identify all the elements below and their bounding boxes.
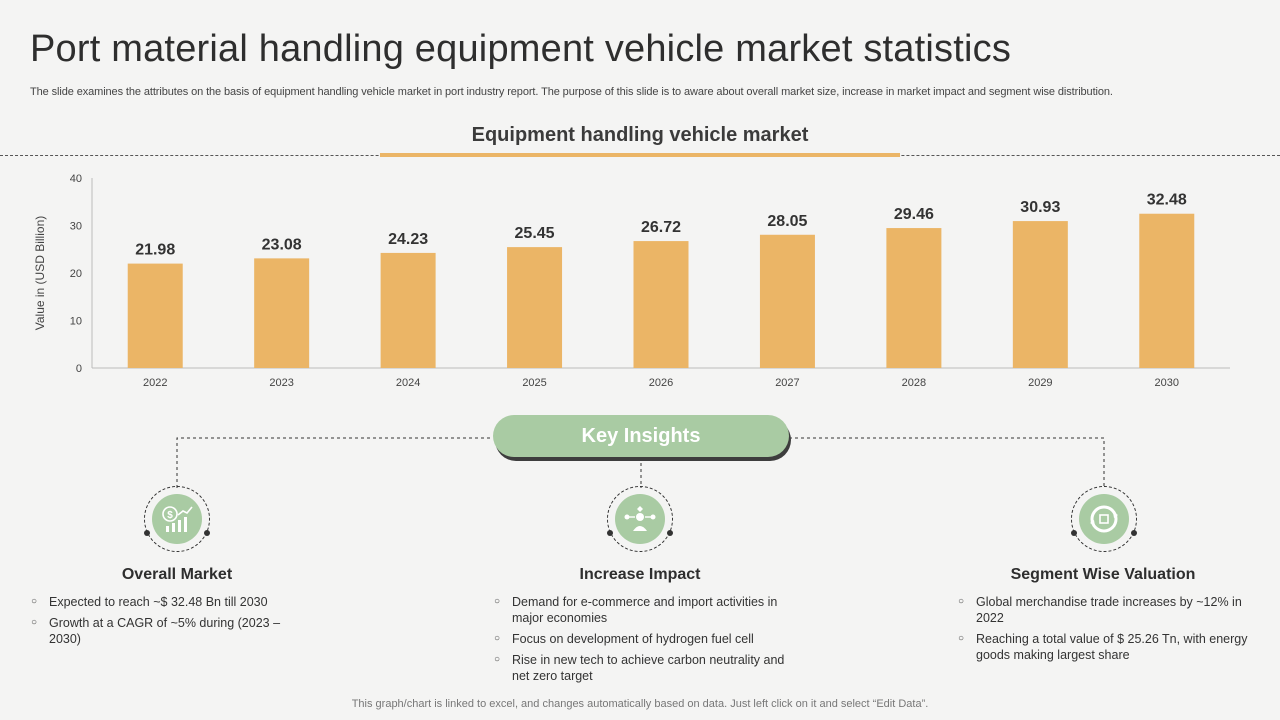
badge-dot <box>1071 530 1077 536</box>
list-item: Reaching a total value of $ 25.26 Tn, wi… <box>958 631 1248 663</box>
increase-impact-title: Increase Impact <box>579 566 701 583</box>
bar <box>254 258 310 368</box>
bar <box>759 234 815 368</box>
footer-note: This graph/chart is linked to excel, and… <box>351 698 929 710</box>
bar <box>127 263 183 368</box>
page-subtitle: The slide examines the attributes on the… <box>30 86 1113 98</box>
increase-impact-badge <box>607 486 673 552</box>
x-tick-label: 2025 <box>522 377 546 389</box>
badge-dot <box>204 530 210 536</box>
segment-valuation-title: Segment Wise Valuation <box>1010 566 1196 583</box>
bar <box>1139 213 1195 368</box>
list-item: Global merchandise trade increases by ~1… <box>958 594 1248 626</box>
badge-dot <box>667 530 673 536</box>
badge-dot <box>144 530 150 536</box>
list-item: Demand for e-commerce and import activit… <box>494 594 789 626</box>
x-tick-label: 2026 <box>649 377 673 389</box>
y-tick-label: 20 <box>70 268 82 280</box>
bar <box>886 228 942 368</box>
key-insights-button[interactable]: Key Insights <box>493 415 789 457</box>
badge-dot <box>1131 530 1137 536</box>
x-tick-label: 2022 <box>143 377 167 389</box>
svg-text:$: $ <box>167 510 173 521</box>
x-tick-label: 2023 <box>269 377 293 389</box>
overall-market-list: Expected to reach ~$ 32.48 Bn till 2030 … <box>31 594 306 652</box>
overall-market-title: Overall Market <box>121 566 233 583</box>
bar-value-label: 29.46 <box>894 206 934 223</box>
person-network-icon <box>615 494 665 544</box>
x-tick-label: 2030 <box>1155 377 1179 389</box>
badge-dot <box>607 530 613 536</box>
segment-valuation-badge <box>1071 486 1137 552</box>
y-axis-label: Value in (USD Billion) <box>33 216 47 331</box>
title-underline <box>380 153 900 157</box>
x-tick-label: 2029 <box>1028 377 1052 389</box>
increase-impact-list: Demand for e-commerce and import activit… <box>494 594 789 689</box>
bar-value-label: 30.93 <box>1020 199 1060 216</box>
overall-market-badge: $ <box>144 486 210 552</box>
x-tick-label: 2024 <box>396 377 420 389</box>
y-tick-label: 10 <box>70 316 82 328</box>
list-item: Growth at a CAGR of ~5% during (2023 – 2… <box>31 615 306 647</box>
y-tick-label: 40 <box>70 173 82 185</box>
y-tick-label: 0 <box>76 363 82 375</box>
bar <box>633 241 689 368</box>
bar-value-label: 23.08 <box>262 236 302 253</box>
y-tick-label: 30 <box>70 221 82 233</box>
list-item: Rise in new tech to achieve carbon neutr… <box>494 652 789 684</box>
page-title: Port material handling equipment vehicle… <box>30 28 1012 70</box>
x-tick-label: 2027 <box>775 377 799 389</box>
dollar-growth-icon: $ <box>152 494 202 544</box>
bar-value-label: 32.48 <box>1147 192 1187 209</box>
cycle-arrows-icon <box>1079 494 1129 544</box>
bar <box>380 252 436 368</box>
bar <box>1012 221 1068 368</box>
bar-value-label: 28.05 <box>767 213 807 230</box>
list-item: Focus on development of hydrogen fuel ce… <box>494 631 789 647</box>
bar-value-label: 25.45 <box>515 225 555 242</box>
bar <box>507 247 563 368</box>
bar-value-label: 26.72 <box>641 219 681 236</box>
bar-value-label: 24.23 <box>388 231 428 248</box>
bar-value-label: 21.98 <box>135 242 175 259</box>
x-tick-label: 2028 <box>902 377 926 389</box>
segment-valuation-list: Global merchandise trade increases by ~1… <box>958 594 1248 668</box>
chart-section-title: Equipment handling vehicle market <box>471 124 809 146</box>
list-item: Expected to reach ~$ 32.48 Bn till 2030 <box>31 594 306 610</box>
